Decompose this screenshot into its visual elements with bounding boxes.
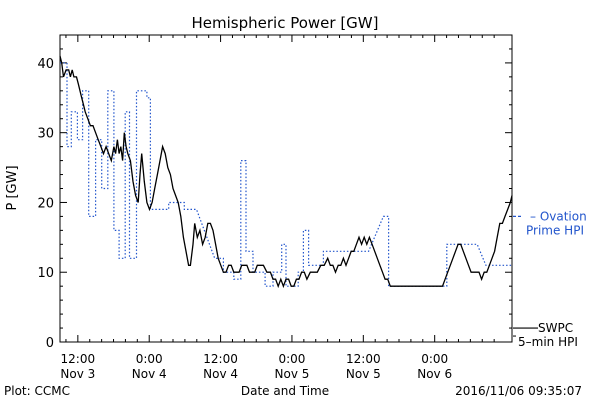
chart-title: Hemispheric Power [GW] — [192, 14, 379, 32]
plot-frame — [59, 34, 513, 343]
x-tick-label-time: 12:00 — [61, 352, 96, 366]
y-tick-label: 10 — [37, 266, 54, 281]
y-tick-label: 30 — [37, 127, 54, 142]
footer-timestamp: 2016/11/06 09:35:07 — [455, 384, 582, 398]
x-tick-label-date: Nov 5 — [275, 367, 310, 381]
ovation-legend-label-line2: Prime HPI — [526, 223, 584, 237]
x-tick-label-date: Nov 5 — [346, 367, 381, 381]
ovation-legend-label: – Ovation — [530, 209, 587, 223]
y-tick-label: 20 — [37, 196, 54, 211]
y-axis: 0 10 20 30 40 — [37, 48, 512, 351]
x-tick-label-time: 12:00 — [203, 352, 238, 366]
swpc-legend-label-line2: 5–min HPI — [518, 335, 578, 349]
x-tick-label-time: 12:00 — [346, 352, 381, 366]
series-layer — [59, 55, 513, 289]
x-tick-label-date: Nov 6 — [417, 367, 452, 381]
x-tick-label-time: 0:00 — [278, 352, 305, 366]
x-tick-label-time: 0:00 — [136, 352, 163, 366]
y-axis-label: P [GW] — [5, 165, 20, 210]
x-tick-label-date: Nov 3 — [60, 367, 95, 381]
y-tick-label: 0 — [46, 336, 54, 351]
swpc-legend-label: SWPC — [538, 321, 573, 335]
x-axis-label: Date and Time — [241, 384, 329, 398]
y-tick-label: 40 — [37, 57, 54, 72]
x-tick-label-date: Nov 4 — [203, 367, 238, 381]
x-tick-label-time: 0:00 — [421, 352, 448, 366]
swpc-hpi-series — [59, 55, 513, 289]
x-tick-label-date: Nov 4 — [132, 367, 167, 381]
footer-plot-credit: Plot: CCMC — [4, 384, 70, 398]
ovation-prime-hpi-series — [60, 62, 512, 287]
